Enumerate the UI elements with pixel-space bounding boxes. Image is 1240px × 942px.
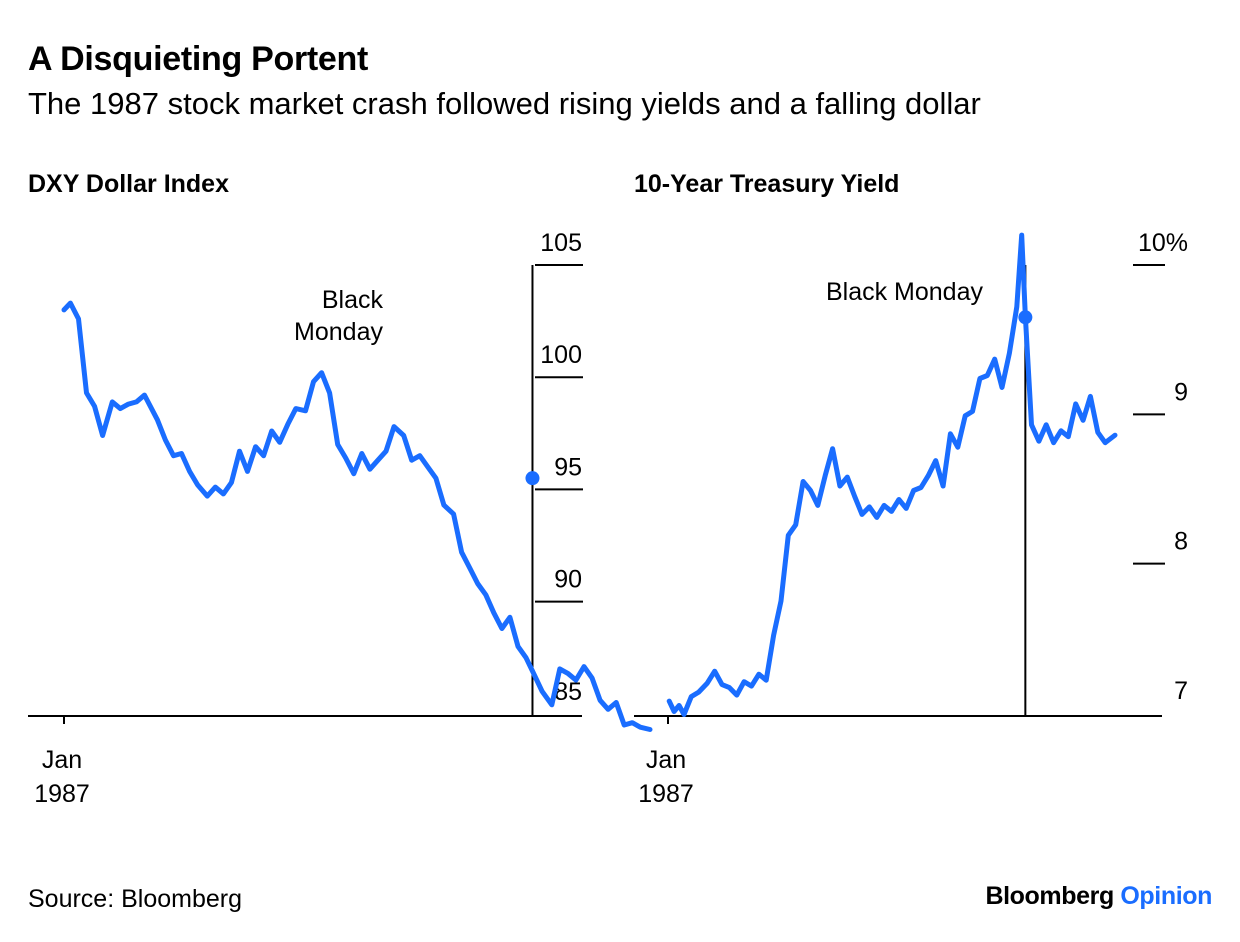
page-subtitle: The 1987 stock market crash followed ris… <box>28 86 981 121</box>
y-tick-label: 90 <box>554 566 582 594</box>
x-tick-label: 1987 <box>638 780 694 808</box>
black-monday-label: Monday <box>294 318 383 346</box>
x-tick-label: Jan <box>42 746 82 774</box>
black-monday-label: Black Monday <box>826 278 984 306</box>
y-tick-label: 9 <box>1174 378 1188 406</box>
brand-main: Bloomberg <box>985 882 1114 910</box>
black-monday-marker <box>1018 310 1033 325</box>
yield-chart-title: 10-Year Treasury Yield <box>634 170 900 198</box>
page-title: A Disquieting Portent <box>28 40 368 78</box>
source-note: Source: Bloomberg <box>28 885 243 913</box>
y-tick-label: 95 <box>554 453 582 481</box>
dxy-chart-title: DXY Dollar Index <box>28 170 229 198</box>
y-tick-label: 100 <box>540 341 582 369</box>
y-tick-label: 10% <box>1138 229 1188 257</box>
bloomberg-opinion-logo: Bloomberg Opinion <box>985 882 1212 911</box>
x-tick-label: 1987 <box>34 780 90 808</box>
black-monday-marker <box>525 471 540 486</box>
y-tick-label: 105 <box>540 229 582 257</box>
series-line <box>61 300 653 732</box>
series-line <box>666 232 1118 717</box>
black-monday-label: Black <box>322 286 384 314</box>
brand-accent: Opinion <box>1120 882 1212 910</box>
y-tick-label: 7 <box>1174 677 1188 705</box>
x-tick-label: Jan <box>646 746 686 774</box>
y-tick-label: 8 <box>1174 528 1188 556</box>
